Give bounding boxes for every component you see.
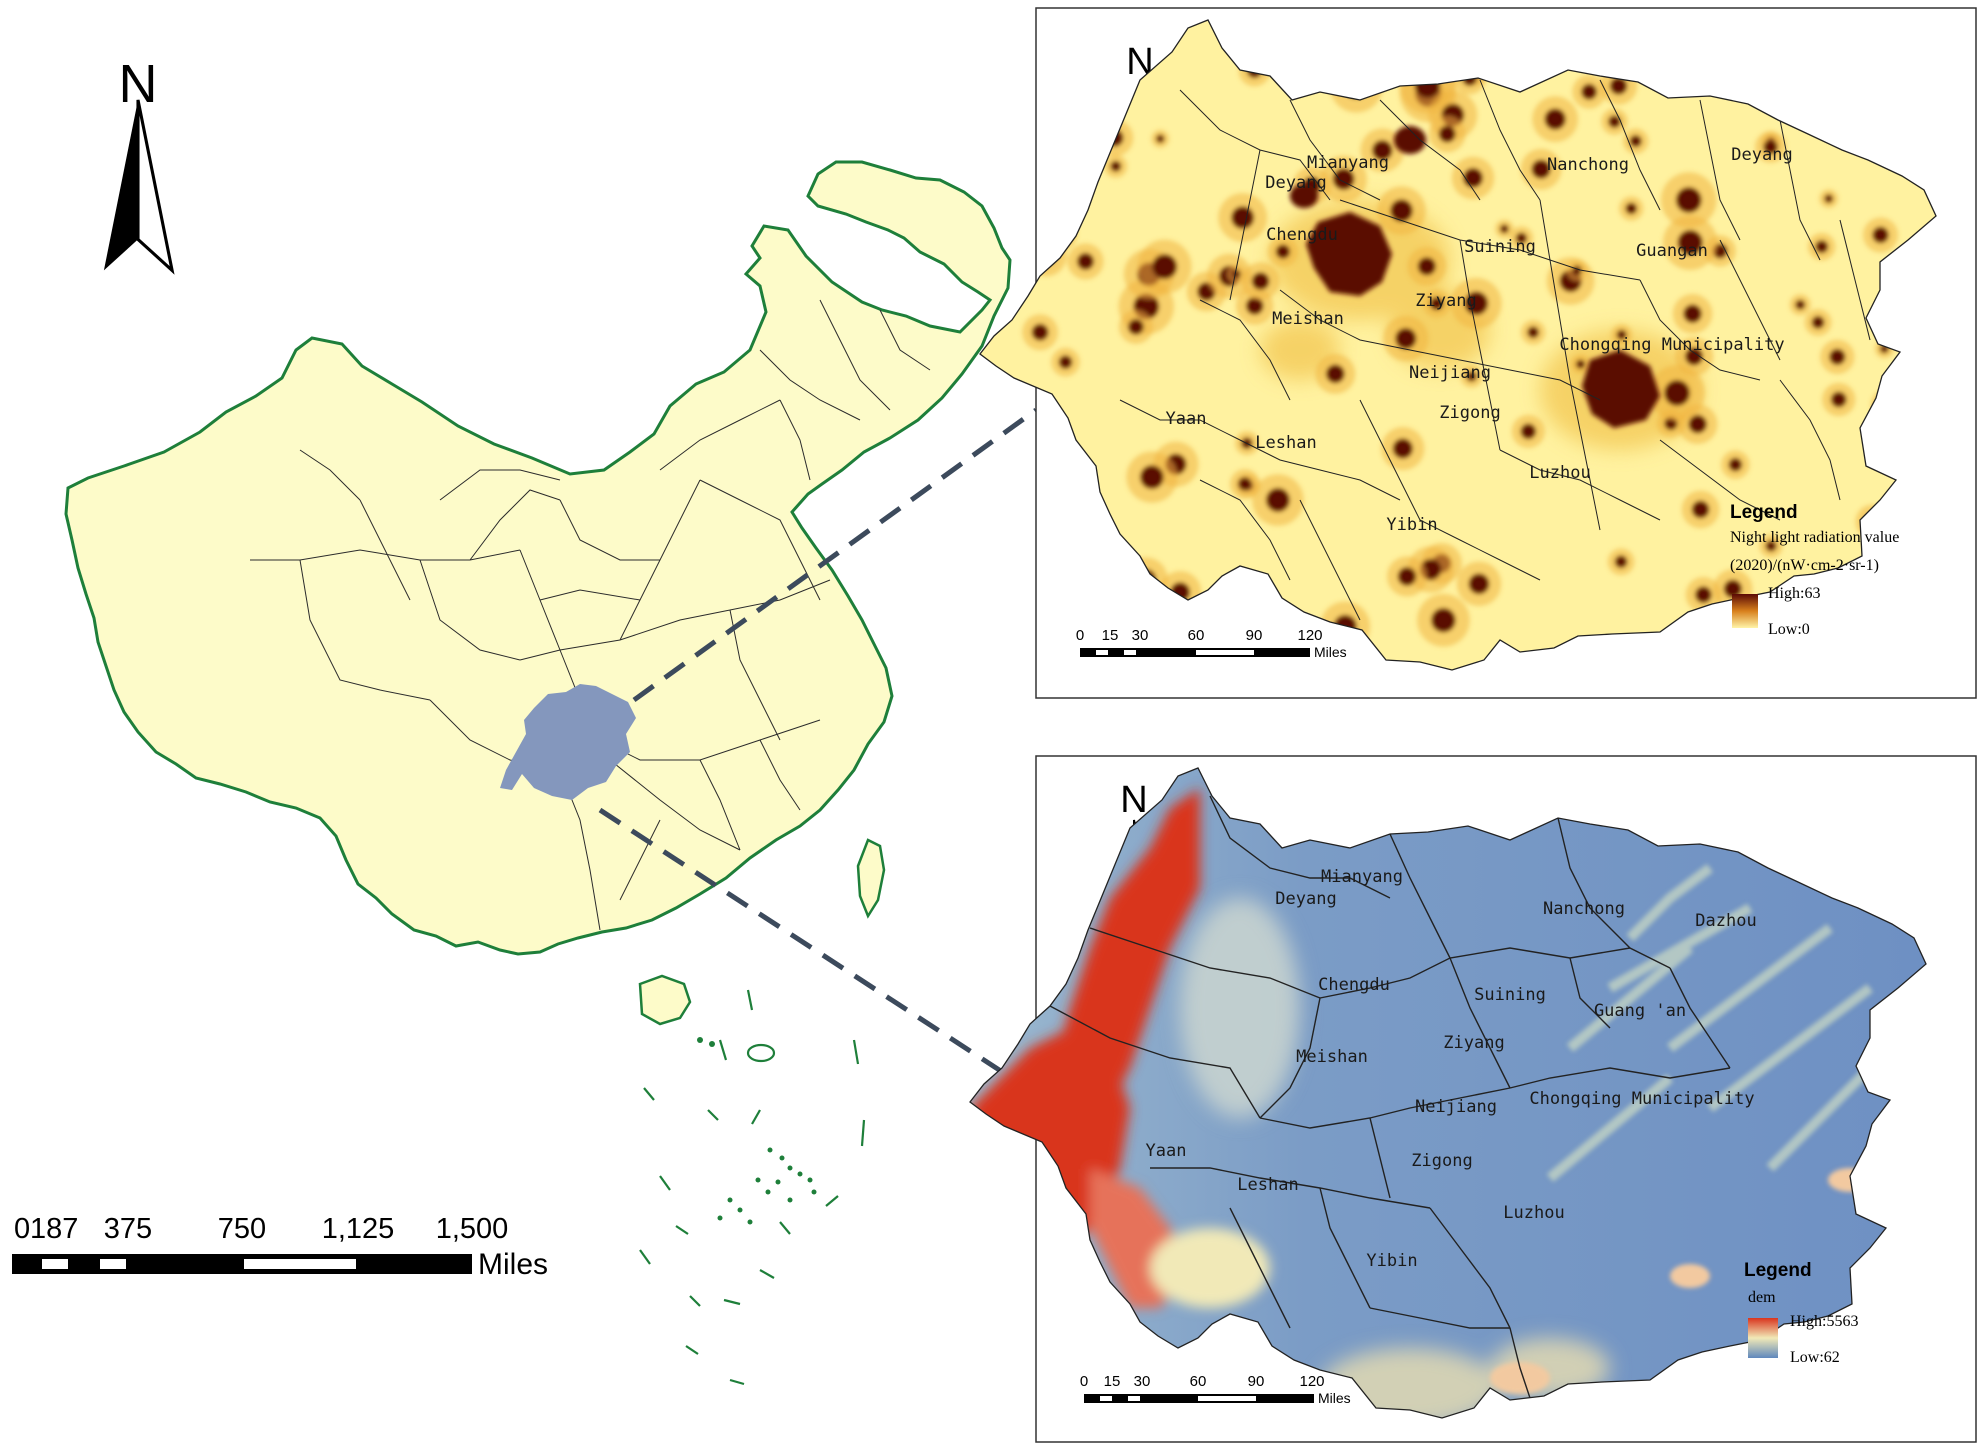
dem-legend-ramp	[1748, 1318, 1778, 1358]
nl-label-mianyang: Mianyang	[1307, 153, 1389, 173]
dem-raster	[969, 767, 1927, 1419]
nl-label-chengdu: Chengdu	[1266, 225, 1338, 245]
dem-label-chengdu: Chengdu	[1318, 975, 1390, 995]
dem-north-label: N	[1120, 779, 1147, 821]
dem-label-deyang: Deyang	[1275, 889, 1336, 909]
dem-scale-unit: Miles	[1318, 1390, 1351, 1406]
dem-label-mianyang: Mianyang	[1321, 867, 1403, 887]
china-landmass	[64, 160, 1012, 956]
dem-label-yibin: Yibin	[1366, 1251, 1417, 1271]
nl-label-luzhou: Luzhou	[1529, 463, 1590, 483]
dem-label-nanchong: Nanchong	[1543, 899, 1625, 919]
night-light-scale-bar: 0 15 30 60 90 120 Miles	[1076, 627, 1347, 660]
china-north-arrow: N	[102, 54, 174, 272]
china-scale-ticks: 0 187 375 750 1,125 1,500	[14, 1213, 508, 1245]
scale-tick-187: 187	[30, 1213, 78, 1245]
nl-label-zigong: Zigong	[1439, 403, 1500, 423]
nl-scale-tick-120: 120	[1297, 627, 1322, 644]
night-light-map-panel: N	[979, 7, 1977, 699]
nl-label-meishan: Meishan	[1272, 309, 1344, 329]
nl-legend-high: High:63	[1768, 585, 1820, 602]
china-scale-bar: 0 187 375 750 1,125 1,500 Miles	[12, 1213, 548, 1281]
hainan-island	[638, 974, 692, 1026]
north-arrow-icon	[102, 98, 174, 272]
dem-legend-subtitle: dem	[1748, 1289, 1776, 1306]
dem-label-chongqing: Chongqing Municipality	[1529, 1089, 1754, 1109]
nl-scale-tick-60: 60	[1188, 627, 1205, 644]
dem-label-meishan: Meishan	[1296, 1047, 1368, 1067]
dem-label-luzhou: Luzhou	[1503, 1203, 1564, 1223]
dem-scale-tick-0: 0	[1080, 1373, 1088, 1390]
china-scale-unit: Miles	[478, 1248, 548, 1281]
scale-tick-0: 0	[14, 1213, 30, 1245]
dem-label-guangan: Guang 'an	[1594, 1001, 1686, 1021]
dem-label-suining: Suining	[1474, 985, 1546, 1005]
nl-scale-tick-30: 30	[1132, 627, 1149, 644]
nl-scale-tick-0: 0	[1076, 627, 1084, 644]
dem-legend: Legend dem High:5563 Low:62	[1744, 1260, 1858, 1366]
scale-tick-750: 750	[218, 1213, 266, 1245]
nl-label-leshan: Leshan	[1255, 433, 1316, 453]
scale-tick-375: 375	[104, 1213, 152, 1245]
dem-label-zigong: Zigong	[1411, 1151, 1472, 1171]
dem-legend-low: Low:62	[1790, 1349, 1840, 1366]
south-china-sea-islands	[639, 989, 866, 1386]
night-light-district-boundaries	[1119, 79, 1871, 621]
scale-tick-1125: 1,125	[322, 1213, 395, 1245]
nl-scale-tick-90: 90	[1246, 627, 1263, 644]
island	[746, 1043, 776, 1063]
nl-label-chongqing: Chongqing Municipality	[1559, 335, 1784, 355]
dem-legend-high: High:5563	[1790, 1313, 1858, 1330]
nl-label-suining: Suining	[1464, 237, 1536, 257]
dem-label-neijiang: Neijiang	[1415, 1097, 1497, 1117]
dem-scale-tick-90: 90	[1248, 1373, 1265, 1390]
dem-scale-tick-15: 15	[1104, 1373, 1121, 1390]
nl-label-yaan: Yaan	[1166, 409, 1207, 429]
island-dots	[697, 1037, 817, 1225]
nl-legend-subtitle-1: Night light radiation value	[1730, 529, 1899, 546]
nl-legend-ramp	[1732, 594, 1758, 628]
nl-scale-tick-15: 15	[1102, 627, 1119, 644]
nl-label-deyang: Deyang	[1265, 173, 1326, 193]
dem-label-dazhou: Dazhou	[1695, 911, 1756, 931]
study-area-region	[500, 684, 636, 800]
dem-scale-bar: 0 15 30 60 90 120 Miles	[1080, 1373, 1351, 1406]
dem-map-panel: N	[969, 755, 1977, 1443]
zoom-connector-lines	[598, 407, 1038, 1093]
nl-label-ziyang: Ziyang	[1415, 291, 1476, 311]
dem-legend-title: Legend	[1744, 1260, 1812, 1281]
nl-legend-subtitle-2: (2020)/(nW·cm-2·sr-1)	[1730, 557, 1879, 574]
nl-label-nanchong: Nanchong	[1547, 155, 1629, 175]
china-map: N	[12, 54, 1038, 1386]
dem-city-boundaries	[1049, 795, 1731, 1399]
nl-label-deyang-east: Deyang	[1731, 145, 1792, 165]
night-light-city-labels: Mianyang Nanchong Deyang Deyang Chengdu …	[1166, 145, 1793, 535]
dem-label-ziyang: Ziyang	[1443, 1033, 1504, 1053]
dem-scale-tick-30: 30	[1134, 1373, 1151, 1390]
taiwan-island	[856, 838, 886, 919]
dem-scale-tick-60: 60	[1190, 1373, 1207, 1390]
night-light-legend: Legend Night light radiation value (2020…	[1730, 502, 1899, 638]
nl-scale-unit: Miles	[1314, 644, 1347, 660]
dem-scale-tick-120: 120	[1299, 1373, 1324, 1390]
dem-label-yaan: Yaan	[1146, 1141, 1187, 1161]
nl-label-guangan: Guangan	[1636, 241, 1708, 261]
scale-tick-1500: 1,500	[436, 1213, 509, 1245]
nl-legend-title: Legend	[1730, 502, 1798, 523]
dem-city-labels: Mianyang Nanchong Dazhou Deyang Chengdu …	[1146, 867, 1757, 1271]
nl-label-neijiang: Neijiang	[1409, 363, 1491, 383]
nl-label-yibin: Yibin	[1386, 515, 1437, 535]
nl-legend-low: Low:0	[1768, 621, 1810, 638]
dem-label-leshan: Leshan	[1237, 1175, 1298, 1195]
